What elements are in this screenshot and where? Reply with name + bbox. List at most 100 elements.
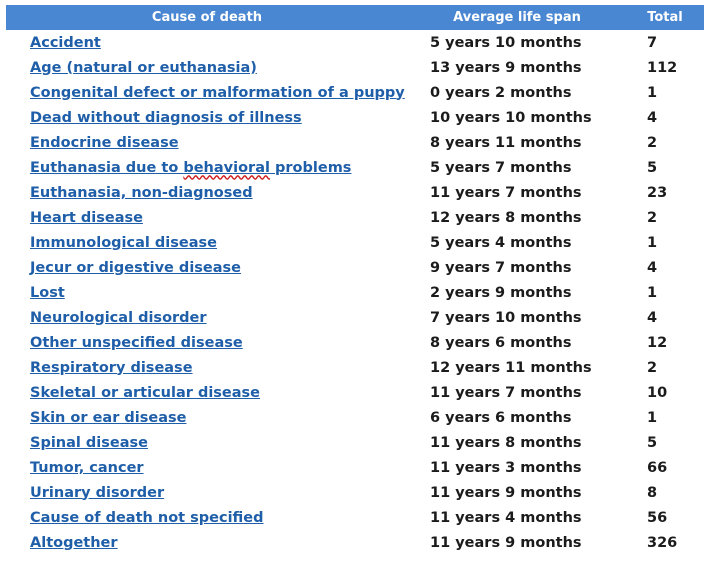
cause-link[interactable]: Neurological disorder [30,309,207,326]
life-span-cell: 11 years 9 months [430,484,582,501]
table-row: Euthanasia due to behavioral problems 5 y… [6,155,704,180]
table-row: Dead without diagnosis of illness 10 year… [6,105,704,130]
cause-cell: Congenital defect or malformation of a p… [6,80,408,105]
header-cause: Cause of death [6,5,408,30]
cause-link[interactable]: Euthanasia, non-diagnosed [30,184,253,201]
cause-link[interactable]: Spinal disease [30,434,148,451]
cause-link[interactable]: Endocrine disease [30,134,179,151]
cause-link[interactable]: Immunological disease [30,234,217,251]
table-row: Spinal disease 11 years 8 months 5 [6,430,704,455]
cause-cell: Jecur or digestive disease [6,255,408,280]
total-cell: 66 [647,459,668,476]
total-cell: 12 [647,334,668,351]
cause-cell: Dead without diagnosis of illness [6,105,408,130]
cause-link[interactable]: Dead without diagnosis of illness [30,109,302,126]
life-span-cell: 0 years 2 months [430,84,572,101]
table-row: Jecur or digestive disease 9 years 7 mont… [6,255,704,280]
cause-link[interactable]: Lost [30,284,65,301]
header-span: Average life span [408,5,626,30]
total-cell: 1 [647,284,658,301]
total-cell: 1 [647,84,658,101]
total-cell: 8 [647,484,658,501]
life-span-cell: 10 years 10 months [430,109,592,126]
table-row: Skin or ear disease 6 years 6 months 1 [6,405,704,430]
table-row: Cause of death not specified 11 years 4 m… [6,505,704,530]
cause-link[interactable]: Age (natural or euthanasia) [30,59,257,76]
total-cell: 2 [647,134,658,151]
life-span-cell: 11 years 4 months [430,509,582,526]
cause-cell: Cause of death not specified [6,505,408,530]
life-span-cell: 12 years 8 months [430,209,582,226]
total-cell: 1 [647,409,658,426]
total-cell: 5 [647,159,658,176]
cause-cell: Heart disease [6,205,408,230]
cause-link[interactable]: Respiratory disease [30,359,193,376]
cause-cell: Urinary disorder [6,480,408,505]
life-span-cell: 7 years 10 months [430,309,582,326]
cause-cell: Accident [6,30,408,55]
cause-cell: Other unspecified disease [6,330,408,355]
table-row: Urinary disorder 11 years 9 months 8 [6,480,704,505]
cause-cell: Skin or ear disease [6,405,408,430]
cause-link[interactable]: Altogether [30,534,118,551]
life-span-table: Cause of death Average life span Total A… [6,5,704,555]
table-row: Endocrine disease 8 years 11 months 2 [6,130,704,155]
table-row: Lost 2 years 9 months 1 [6,280,704,305]
life-span-cell: 5 years 4 months [430,234,572,251]
life-span-cell: 5 years 7 months [430,159,572,176]
total-cell: 112 [647,59,678,76]
total-cell: 10 [647,384,668,401]
life-span-cell: 6 years 6 months [430,409,572,426]
table-row: Heart disease 12 years 8 months 2 [6,205,704,230]
cause-cell: Neurological disorder [6,305,408,330]
cause-link[interactable]: Other unspecified disease [30,334,243,351]
total-cell: 4 [647,109,658,126]
cause-cell: Endocrine disease [6,130,408,155]
table-row: Skeletal or articular disease 11 years 7 … [6,380,704,405]
cause-cell: Lost [6,280,408,305]
header-row: Cause of death Average life span Total [6,5,704,30]
table-row: Neurological disorder 7 years 10 months 4 [6,305,704,330]
cause-cell: Spinal disease [6,430,408,455]
cause-link[interactable]: Skeletal or articular disease [30,384,261,401]
cause-cell: Age (natural or euthanasia) [6,55,408,80]
life-span-cell: 8 years 11 months [430,134,582,151]
total-cell: 2 [647,359,658,376]
table-row: Age (natural or euthanasia) 13 years 9 mo… [6,55,704,80]
cause-link[interactable]: Euthanasia due to behavioral problems [30,159,352,176]
cause-cell: Euthanasia, non-diagnosed [6,180,408,205]
table-row: Altogether 11 years 9 months 326 [6,530,704,555]
header-total: Total [626,5,704,30]
total-cell: 2 [647,209,658,226]
table-row: Immunological disease 5 years 4 months 1 [6,230,704,255]
cause-link[interactable]: Skin or ear disease [30,409,187,426]
life-span-cell: 8 years 6 months [430,334,572,351]
cause-cell: Skeletal or articular disease [6,380,408,405]
cause-cell: Immunological disease [6,230,408,255]
cause-cell: Euthanasia due to behavioral problems [6,155,408,180]
cause-link[interactable]: Urinary disorder [30,484,165,501]
life-span-cell: 11 years 7 months [430,184,582,201]
cause-link[interactable]: Congenital defect or malformation of a p… [30,84,405,101]
life-span-cell: 9 years 7 months [430,259,572,276]
life-span-cell: 11 years 9 months [430,534,582,551]
table-row: Respiratory disease 12 years 11 months 2 [6,355,704,380]
cause-link[interactable]: Accident [30,34,101,51]
life-span-cell: 13 years 9 months [430,59,582,76]
cause-cell: Altogether [6,530,408,555]
total-cell: 4 [647,309,658,326]
life-span-cell: 12 years 11 months [430,359,592,376]
life-span-cell: 11 years 7 months [430,384,582,401]
table-row: Other unspecified disease 8 years 6 month… [6,330,704,355]
cause-link[interactable]: Tumor, cancer [30,459,144,476]
cause-cell: Tumor, cancer [6,455,408,480]
life-span-cell: 11 years 3 months [430,459,582,476]
cause-link[interactable]: Heart disease [30,209,143,226]
life-span-cell: 2 years 9 months [430,284,572,301]
table-row: Accident 5 years 10 months 7 [6,30,704,55]
life-span-cell: 5 years 10 months [430,34,582,51]
cause-link[interactable]: Cause of death not specified [30,509,264,526]
cause-link[interactable]: Jecur or digestive disease [30,259,242,276]
total-cell: 56 [647,509,668,526]
cause-cell: Respiratory disease [6,355,408,380]
